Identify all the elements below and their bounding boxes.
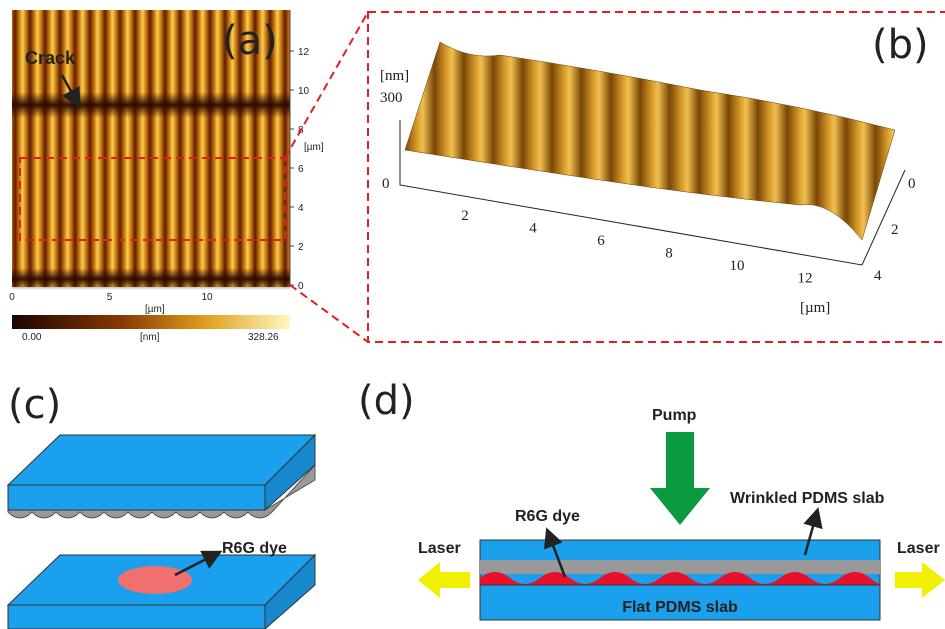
tick-label: 300 [380, 90, 403, 106]
laser-arrow [895, 562, 945, 598]
dye-drop [118, 566, 192, 594]
tick-label: 0 [298, 281, 304, 292]
wrinkled-layer [480, 560, 880, 574]
tick-label: 8 [665, 246, 673, 262]
annotation: R6G dye [515, 508, 580, 525]
panel-label: (b) [872, 22, 929, 68]
pump-label: Pump [652, 407, 697, 424]
annotation: Wrinkled PDMS slab [730, 490, 885, 507]
annotation: R6G dye [222, 540, 287, 557]
laser-arrow [418, 562, 470, 598]
tick-label: 6 [298, 164, 304, 175]
tick-label: 2 [891, 222, 899, 238]
axis-unit: [µm] [800, 300, 830, 316]
surface-3d [405, 42, 895, 240]
slab-top [8, 435, 315, 485]
tick-label: 10 [298, 86, 310, 97]
panel-label: (a) [222, 18, 278, 64]
slab-front [8, 605, 265, 629]
tick-label: 6 [597, 233, 605, 249]
colorbar-min: 0.00 [22, 332, 42, 343]
tick-label: 4 [874, 268, 882, 284]
tick-label: 0 [9, 292, 15, 303]
tick-label: 0 [382, 176, 390, 192]
tick-label: 0 [908, 176, 916, 192]
laser-label: Laser [897, 540, 940, 557]
tick-label: 10 [201, 292, 213, 303]
figure: (a) Crack 024681012 [µm] 0510 [µm] 0.00 … [0, 0, 945, 629]
laser-label: Laser [418, 540, 461, 557]
annotation: Crack [25, 48, 76, 68]
axis-unit: [µm] [145, 304, 165, 315]
axis-unit: [µm] [304, 142, 324, 153]
tick-label: 2 [298, 242, 304, 253]
tick-label: 4 [529, 221, 537, 237]
axis-unit: [nm] [380, 68, 409, 84]
tick-label: 2 [461, 208, 469, 224]
tick-label: 5 [107, 292, 113, 303]
pump-arrow [650, 432, 710, 525]
tick-label: 10 [730, 258, 745, 274]
zoom-line [290, 285, 368, 342]
tick-label: 12 [298, 47, 310, 58]
colorbar-unit: [nm] [140, 332, 160, 343]
slab-label: Flat PDMS slab [622, 599, 738, 616]
slab-front [8, 485, 265, 510]
colorbar-max: 328.26 [248, 332, 279, 343]
crack-band [12, 268, 290, 290]
crack-band [12, 92, 290, 118]
tick-label: 4 [298, 203, 304, 214]
zoom-line [285, 12, 368, 158]
panel-label: (d) [358, 378, 415, 424]
tick-label: 12 [798, 271, 813, 287]
colorbar [12, 315, 290, 329]
panel-label: (c) [8, 382, 61, 428]
